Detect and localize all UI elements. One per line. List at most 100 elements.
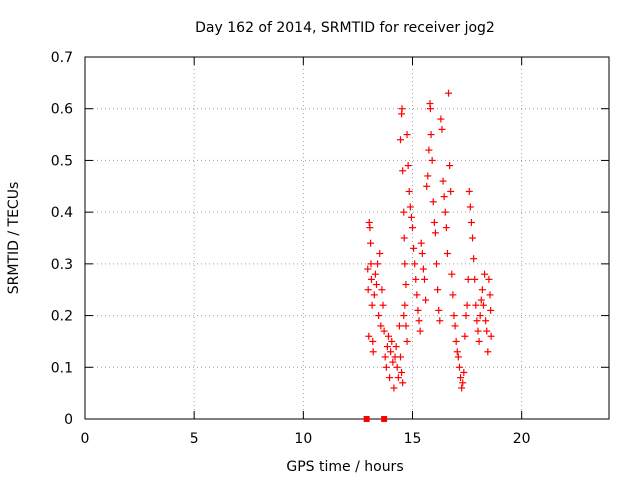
chart-title: Day 162 of 2014, SRMTID for receiver jog…	[195, 20, 495, 36]
data-point	[467, 218, 475, 226]
data-point	[402, 281, 410, 289]
data-point	[464, 275, 472, 283]
data-point	[367, 260, 375, 268]
y-tick-label: 0.3	[51, 257, 73, 273]
data-point	[399, 167, 407, 175]
y-tick-labels: 0 0.1 0.2 0.3 0.4 0.5 0.6 0.7	[51, 50, 73, 428]
data-point	[459, 379, 467, 387]
x-tick-label: 0	[81, 431, 90, 447]
data-point	[400, 234, 408, 242]
data-point	[443, 250, 451, 258]
data-point	[403, 337, 411, 345]
data-point	[471, 275, 479, 283]
data-point	[481, 270, 489, 278]
x-axis-label: GPS time / hours	[286, 459, 403, 475]
baseline-marker	[381, 416, 388, 422]
data-point	[374, 260, 382, 268]
data-point	[446, 162, 454, 170]
data-point	[438, 125, 446, 133]
data-point	[423, 182, 431, 190]
data-point	[402, 322, 410, 330]
x-tick-label: 15	[404, 431, 422, 447]
data-point	[435, 306, 443, 314]
data-point	[388, 337, 396, 345]
data-point	[474, 327, 482, 335]
data-point	[390, 384, 398, 392]
y-tick-label: 0	[64, 412, 73, 428]
data-point	[396, 353, 404, 361]
y-tick-label: 0.7	[51, 50, 73, 66]
data-point	[454, 353, 462, 361]
data-point	[409, 224, 416, 232]
data-point	[368, 301, 376, 309]
data-point	[447, 187, 455, 195]
data-point	[394, 374, 402, 382]
data-point	[412, 275, 420, 283]
data-point	[439, 177, 447, 185]
data-point	[487, 306, 495, 314]
data-point	[463, 301, 471, 309]
data-point	[487, 332, 495, 340]
data-point	[476, 312, 484, 320]
data-point	[384, 332, 392, 340]
data-point	[455, 363, 463, 371]
data-point	[399, 379, 407, 387]
data-point	[369, 337, 377, 345]
data-point	[436, 317, 444, 325]
data-point	[398, 368, 406, 376]
data-point	[410, 244, 418, 252]
data-point	[440, 193, 448, 201]
data-point	[462, 312, 470, 320]
data-point	[411, 260, 419, 268]
data-point	[442, 224, 450, 232]
data-point	[475, 337, 483, 345]
data-point	[448, 270, 456, 278]
data-point	[458, 384, 466, 392]
grid	[85, 57, 609, 419]
data-point	[426, 105, 434, 113]
y-tick-label: 0.4	[51, 205, 73, 221]
data-point	[417, 239, 425, 247]
data-point	[485, 275, 493, 283]
data-point	[415, 317, 423, 325]
data-point	[419, 265, 427, 273]
data-point	[377, 322, 385, 330]
y-tick-label: 0.6	[51, 102, 73, 118]
y-tick-label: 0.2	[51, 309, 73, 325]
data-point	[473, 317, 481, 325]
data-point	[404, 162, 412, 170]
x-tick-label: 20	[513, 431, 531, 447]
data-point	[434, 286, 442, 294]
data-point	[460, 368, 468, 376]
data-point	[483, 327, 491, 335]
data-point	[416, 327, 424, 335]
data-point	[451, 322, 459, 330]
data-point	[472, 301, 480, 309]
plot-frame	[84, 56, 610, 420]
data-point	[449, 291, 457, 299]
data-point	[477, 296, 485, 304]
data-point	[376, 250, 384, 258]
data-point	[364, 265, 372, 273]
data-point	[425, 146, 433, 154]
data-point	[431, 229, 439, 237]
data-point	[367, 239, 375, 247]
x-tick-labels: 0 5 10 15 20	[81, 431, 531, 447]
y-tick-label: 0.5	[51, 153, 73, 169]
data-point	[387, 348, 395, 356]
data-point	[400, 208, 408, 216]
data-point	[479, 301, 487, 309]
data-point	[453, 348, 461, 356]
y-axis-label: SRMTID / TECUs	[6, 182, 22, 295]
data-point	[383, 343, 391, 351]
data-point	[371, 270, 379, 278]
data-point	[407, 213, 415, 221]
baseline-marker	[363, 416, 370, 422]
data-point	[389, 358, 397, 366]
data-point	[427, 131, 435, 139]
data-point	[478, 286, 486, 294]
data-point	[445, 89, 453, 97]
data-point	[366, 224, 374, 232]
data-point	[401, 260, 409, 268]
data-point	[381, 353, 389, 361]
